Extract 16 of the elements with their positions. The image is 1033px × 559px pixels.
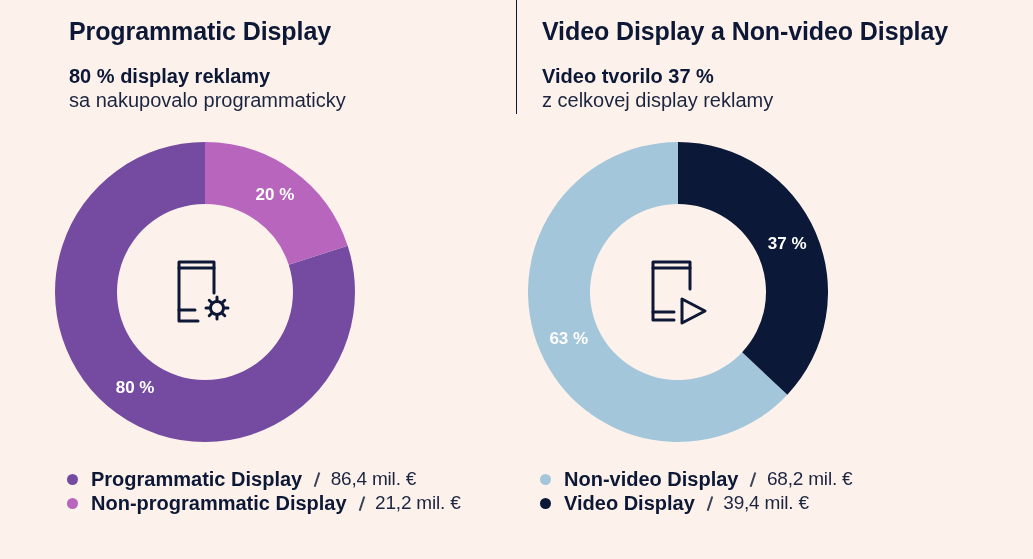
text: 68,2 mil. € xyxy=(766,468,853,489)
legend-label: Programmatic Display xyxy=(91,467,303,491)
slice-label: Programmatic Display xyxy=(69,16,331,46)
text: 21,2 mil. € xyxy=(375,492,461,513)
data-label: 63 % xyxy=(549,328,589,348)
data-label: 80 % xyxy=(115,377,155,397)
chart-title: Video Display a Non-video Display xyxy=(542,16,949,46)
text: 80 % display reklamy sa nakupovalo programmaticky xyxy=(69,64,346,112)
legend-label: Non-programmatic Display xyxy=(91,491,347,515)
chart-subtitle: Video tvorilo 37 % z celkovej display reklamy xyxy=(542,64,774,112)
text: 86,4 mil. € xyxy=(330,468,417,489)
data-label: 20 % xyxy=(255,185,295,205)
legend-label: Video Display xyxy=(564,491,695,515)
data-label: 37 % xyxy=(767,234,807,254)
text: 39,4 mil. € xyxy=(723,492,809,513)
legend-label: Non-video Display xyxy=(564,467,739,491)
